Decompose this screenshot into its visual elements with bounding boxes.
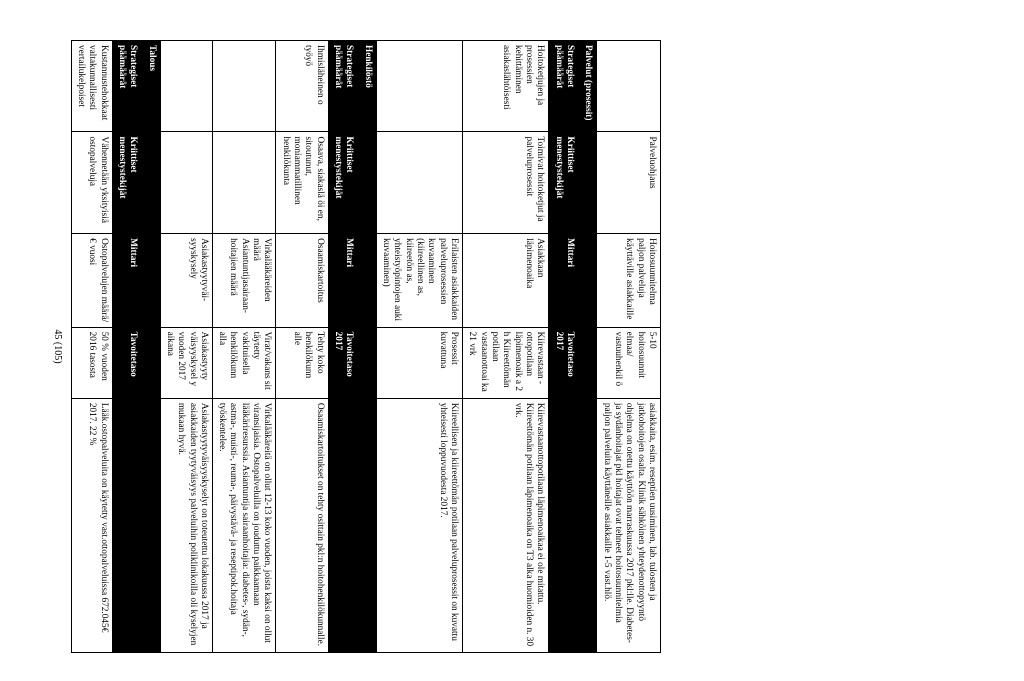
cell-c1 <box>597 41 661 132</box>
cell-c3: Virkalääkäreiden määrä Asiantuntijasaira… <box>212 234 276 328</box>
data-row: Kustannustehokkaat valtakunnallisesti ve… <box>71 41 112 653</box>
cell-c2 <box>376 132 462 234</box>
cell-c5: Lääk.ostopalveluita on käytetty vast.ott… <box>71 398 112 652</box>
cell-c5 <box>549 398 579 652</box>
cell-c3: Erilaisten asiakkaiden palveluprosessien… <box>376 234 462 328</box>
cell-c2: Osaava, siakaslä öi en, sitoutunut, moni… <box>276 132 328 234</box>
cell-c1: Kustannustehokkaat valtakunnallisesti ve… <box>71 41 112 132</box>
cell-c3: Osaamiskartoitus <box>276 234 328 328</box>
cell-c2 <box>160 132 212 234</box>
cell-c2: Kriittiset menestystekijät <box>549 132 579 234</box>
data-row: Asiakastyytyväi-syyskyselyAsiakastyyty v… <box>160 41 212 653</box>
cell-c4: Asiakastyyty väisyyskysel y vuoden 2017 … <box>160 327 212 398</box>
section-title: Henkilöstö <box>358 41 376 653</box>
header-row: Strategiset päämäärätKriittiset menestys… <box>112 41 142 653</box>
cell-c1 <box>212 41 276 132</box>
data-row: Ihmisläheinen o työyöOsaava, siakaslä öi… <box>276 41 328 653</box>
cell-c2: Toimivat hoitoketjut ja palveluprosessit <box>463 132 549 234</box>
cell-c3: Mittari <box>112 234 142 328</box>
data-row: Virkalääkäreiden määrä Asiantuntijasaira… <box>212 41 276 653</box>
cell-c2: Kriittiset menestystekijät <box>112 132 142 234</box>
cell-c5: Osaamiskartoitukset on tehty osittain pk… <box>276 398 328 652</box>
cell-c1: Ihmisläheinen o työyö <box>276 41 328 132</box>
cell-c4: Tehty koko henkilökunn alle <box>276 327 328 398</box>
cell-c4: Tavoitetaso 2017 <box>549 327 579 398</box>
strategy-table: PalveluohjausHoitosuunnitelma paljon pal… <box>71 40 661 653</box>
cell-c3: Mittari <box>328 234 358 328</box>
cell-c5 <box>112 398 142 652</box>
cell-c4: 5-10 hoitosuunnit elmaa/ vastuuhenkil ö <box>597 327 661 398</box>
cell-c5: asiakkaita, esim. reseptien uusiminen, l… <box>597 398 661 652</box>
cell-c5: Asiakastyytyväisyyskyselyt on toteutettu… <box>160 398 212 652</box>
cell-c4: Virat/vakans sit täytetty vakituisella h… <box>212 327 276 398</box>
cell-c3: Asiakkaan läpimenoaika <box>463 234 549 328</box>
cell-c3: Asiakastyytyväi-syyskysely <box>160 234 212 328</box>
section-title: Palvelut (prosessit) <box>579 41 597 653</box>
cell-c1: Hoitoketjujen ja prosessien kehittäminen… <box>463 41 549 132</box>
cell-c2: Vähennetään yksityisiä ostopalveluja <box>71 132 112 234</box>
cell-c4: Kiirevastaan -ottopotilaan läpimenoaik a… <box>463 327 549 398</box>
cell-c1: Strategiset päämäärät <box>112 41 142 132</box>
section-title: Talous <box>142 41 160 653</box>
cell-c2: Kriittiset menestystekijät <box>328 132 358 234</box>
cell-c1 <box>376 41 462 132</box>
page-container: PalveluohjausHoitosuunnitelma paljon pal… <box>0 0 681 681</box>
cell-c1: Strategiset päämäärät <box>549 41 579 132</box>
cell-c4: Tavoitetaso <box>112 327 142 398</box>
cell-c3: Ostopalvelujen määrä/€ vuosi <box>71 234 112 328</box>
header-row: Strategiset päämäärätKriittiset menestys… <box>328 41 358 653</box>
data-row: PalveluohjausHoitosuunnitelma paljon pal… <box>597 41 661 653</box>
cell-c2 <box>212 132 276 234</box>
header-row: Strategiset päämäärätKriittiset menestys… <box>549 41 579 653</box>
cell-c4: 50 % vuoden 2016 tasosta <box>71 327 112 398</box>
cell-c3: Hoitosuunnitelma paljon palveluja käyttä… <box>597 234 661 328</box>
section-band: Talous <box>142 41 160 653</box>
section-band: Palvelut (prosessit) <box>579 41 597 653</box>
cell-c4: Tavoitetaso 2017 <box>328 327 358 398</box>
data-row: Hoitoketjujen ja prosessien kehittäminen… <box>463 41 549 653</box>
cell-c1 <box>160 41 212 132</box>
cell-c4: Prosessit kuvattuna <box>376 327 462 398</box>
cell-c5: Kiirevastaanottopotilaan läpimenoaikaa e… <box>463 398 549 652</box>
cell-c3: Mittari <box>549 234 579 328</box>
cell-c5: Kiireellisen ja kiireettömän potilaan pa… <box>376 398 462 652</box>
cell-c2: Palveluohjaus <box>597 132 661 234</box>
section-band: Henkilöstö <box>358 41 376 653</box>
cell-c5 <box>328 398 358 652</box>
cell-c5: Virkalääkäreitä on ollut 12-13 koko vuod… <box>212 398 276 652</box>
cell-c1: Strategiset päämäärät <box>328 41 358 132</box>
page-number: 45 (105) <box>52 40 63 653</box>
data-row: Erilaisten asiakkaiden palveluprosessien… <box>376 41 462 653</box>
